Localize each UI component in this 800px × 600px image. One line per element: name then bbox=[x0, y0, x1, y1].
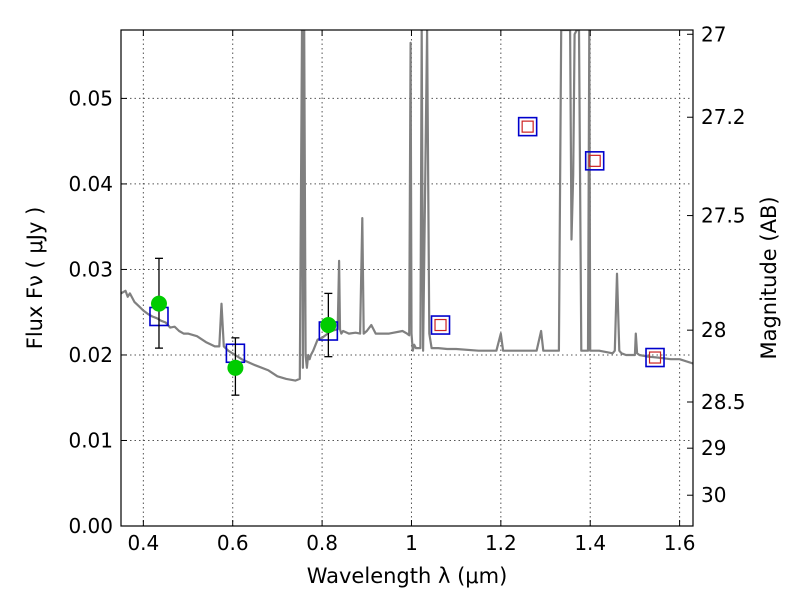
synthetic-point-box bbox=[584, 151, 605, 171]
axis-ticks: 0.4 0.6 0.8 1 1.2 1.4 1.6 0.00 0.01 0.02 0.03 0.04 0… bbox=[68, 22, 745, 555]
y-tick-label: 0.01 bbox=[68, 428, 113, 452]
plot-frame bbox=[120, 29, 694, 527]
x-tick-label: 1.2 bbox=[485, 531, 517, 555]
observed-point bbox=[150, 295, 167, 312]
synthetic-point-box bbox=[517, 116, 538, 137]
right-tick-label: 30 bbox=[701, 483, 726, 507]
x-tick-label: 0.6 bbox=[217, 531, 249, 555]
x-tick-label: 1.4 bbox=[574, 531, 606, 555]
synthetic-point-inner bbox=[588, 154, 601, 167]
right-tick-label: 28.5 bbox=[701, 390, 746, 414]
x-axis-label: Wavelength λ (μm) bbox=[307, 564, 508, 588]
y-tick-label: 0.03 bbox=[68, 257, 113, 281]
right-tick-label: 28 bbox=[701, 318, 726, 342]
observed-point bbox=[320, 317, 337, 334]
plot-area bbox=[121, 30, 693, 396]
y-tick-label: 0.02 bbox=[68, 343, 113, 367]
y-tick-label: 0.00 bbox=[68, 514, 113, 538]
synthetic-point-inner bbox=[648, 351, 662, 364]
x-tick-label: 1.6 bbox=[664, 531, 696, 555]
observed-point bbox=[227, 359, 244, 376]
x-tick-label: 0.8 bbox=[306, 531, 338, 555]
x-tick-label: 0.4 bbox=[127, 531, 159, 555]
synthetic-point-inner bbox=[521, 120, 534, 133]
right-tick-label: 27.2 bbox=[701, 105, 746, 129]
plot-background bbox=[121, 30, 693, 526]
synthetic-point-inner bbox=[434, 318, 447, 332]
right-tick-label: 29 bbox=[701, 436, 726, 460]
synthetic-point-box bbox=[430, 315, 451, 335]
right-tick-label: 27.5 bbox=[701, 204, 746, 228]
y-tick-label: 0.04 bbox=[68, 172, 113, 196]
synthetic-point-box bbox=[645, 347, 665, 368]
x-tick-label: 1 bbox=[405, 531, 418, 555]
y-axis-label-right: Magnitude (AB) bbox=[757, 196, 781, 359]
right-tick-label: 27 bbox=[701, 22, 726, 46]
y-tick-label: 0.05 bbox=[68, 86, 113, 110]
model-spectrum-line bbox=[121, 30, 693, 382]
y-axis-label-left: Flux Fν ( μJy ) bbox=[23, 207, 47, 350]
